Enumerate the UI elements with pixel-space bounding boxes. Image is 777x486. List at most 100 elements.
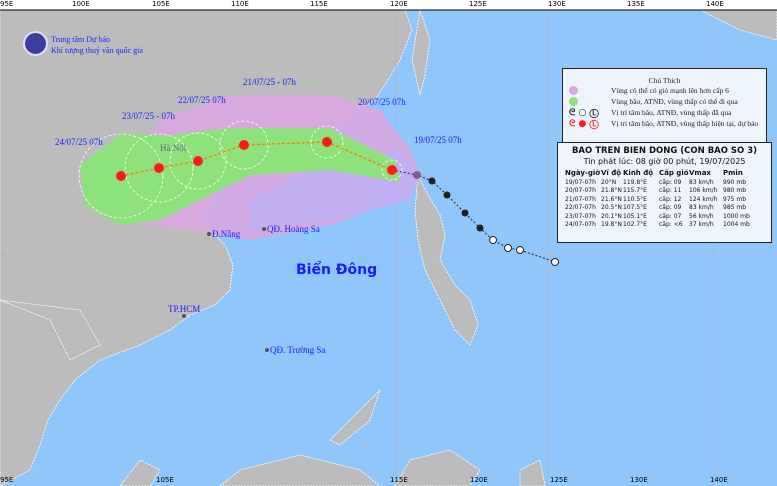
- table-cell: 21.6°N: [601, 195, 622, 203]
- purple-circle-icon: [569, 86, 578, 95]
- place-hcm: TP.HCM: [168, 304, 201, 314]
- table-cell: 119.8°E: [623, 178, 647, 186]
- table-cell: cấp: 12: [659, 195, 682, 203]
- table-cell: 105.1°E: [623, 212, 647, 220]
- table-cell: 124 km/h: [689, 195, 718, 203]
- place-bien-dong: Biển Đông: [296, 262, 378, 278]
- axis-top-label: 100E: [72, 0, 90, 8]
- table-cell: 20/07-07h: [565, 187, 596, 194]
- forecast-storm-icons: [116, 137, 397, 181]
- legend-title: Chú Thích: [648, 76, 681, 85]
- axis-top-label: 110E: [231, 0, 249, 8]
- legend-text: Vị trí tâm bão, ATNĐ, vùng thấp hiện tại…: [611, 119, 759, 128]
- axis-bottom-label: 130E: [630, 476, 648, 484]
- table-cell: 985 mb: [723, 204, 747, 211]
- table-cell: 20°N: [601, 178, 617, 186]
- black-storm-icons: ᘓ ○ Ⓛ: [569, 107, 599, 118]
- legend-item: Vùng bão, ATNĐ, vùng thấp có thể đi qua: [569, 96, 766, 107]
- table-cell: 56 km/h: [689, 212, 714, 220]
- axis-bottom-label: 125E: [550, 476, 568, 484]
- axis-bottom-label: 95E: [0, 476, 14, 484]
- track-label-19-07: 19/07/25 07h: [414, 135, 462, 145]
- track-label-24-07: 24/07/25 07h: [55, 137, 103, 147]
- agency-name-line2: Khí tượng thuỷ văn quốc gia: [51, 46, 143, 55]
- table-cell: 110.5°E: [623, 195, 647, 203]
- current-storm-icon: [387, 165, 397, 175]
- column-header: Kinh độ: [623, 169, 654, 177]
- red-storm-icons: ᘓ ● Ⓛ: [569, 118, 599, 129]
- axis-top-label: 125E: [469, 0, 487, 8]
- table-cell: 83 km/h: [689, 204, 714, 211]
- agency-name-line1: Trung tâm Dự báo: [51, 35, 110, 44]
- green-circle-icon: [569, 97, 578, 106]
- table-cell: 19.8°N: [601, 221, 622, 228]
- track-label-20-07: 20/07/25 07h: [358, 97, 406, 107]
- axis-bottom-label: 140E: [710, 476, 728, 484]
- storm-icon: [239, 140, 249, 150]
- legend-text: Vùng bão, ATNĐ, vùng thấp có thể đi qua: [611, 97, 738, 106]
- place-danang: Đ.Nẵng: [212, 229, 241, 239]
- forecast-track: [120, 141, 393, 177]
- table-cell: 1004 mb: [723, 221, 750, 228]
- table-cell: cấp: 09: [659, 204, 682, 211]
- table-cell: 990 mb: [723, 178, 747, 186]
- agency-logo: [23, 31, 48, 56]
- table-cell: 20.1°N: [601, 212, 622, 220]
- storm-risk-zone: [80, 128, 400, 225]
- past-track: [391, 169, 556, 263]
- legend-item: ᘓ ○ Ⓛ Vị trí tâm bão, ATNĐ, vùng thấp đã …: [569, 107, 766, 118]
- legend-text: Vùng có thể có gió mạnh lên hơn cấp 6: [611, 86, 729, 95]
- axis-bottom-label: 105E: [156, 476, 174, 484]
- table-cell: 106 km/h: [689, 187, 718, 194]
- table-cell: cấp: 09: [659, 178, 682, 186]
- table-cell: 22/07-07h: [565, 204, 596, 211]
- past-position-icons: [413, 171, 559, 266]
- low-pressure-icon: [116, 171, 126, 181]
- axis-top-label: 130E: [548, 0, 566, 8]
- legend-text: Vị trí tâm bão, ATNĐ, vùng thấp đã qua: [611, 108, 732, 117]
- column-header: Ngày-giờ: [565, 169, 601, 177]
- legend-item: Vùng có thể có gió mạnh lên hơn cấp 6: [569, 85, 766, 96]
- bulletin-issued: Tin phát lúc: 08 giờ 00 phút, 19/07/2025: [583, 157, 746, 166]
- axis-top-label: 140E: [706, 0, 724, 8]
- place-hanoi: Hà Nội: [160, 143, 187, 153]
- tropical-depression-icon: [154, 163, 164, 173]
- table-cell: 102.7°E: [623, 221, 647, 228]
- storm-icon: [193, 156, 203, 166]
- bulletin-title: BAO TREN BIEN DONG (CON BAO SO 3): [571, 146, 758, 156]
- axis-top-label: 120E: [390, 0, 408, 8]
- place-markers: [182, 227, 269, 352]
- bulletin-grid: Ngày-giờ Vĩ độ Kinh độ Cấp gió Vmax Pmin 19/07…: [565, 169, 771, 228]
- track-label-22-07: 22/07/25 07h: [178, 95, 226, 105]
- table-cell: 115.7°E: [623, 187, 647, 194]
- axis-top-label: 135E: [627, 0, 645, 8]
- place-hoangsa: QĐ. Hoàng Sa: [267, 224, 320, 234]
- track-label-23-07: 23/07/25 - 07h: [122, 111, 175, 121]
- column-header: Cấp gió: [659, 169, 689, 177]
- axis-top-label: 115E: [310, 0, 328, 8]
- column-header: Vĩ độ: [601, 169, 622, 177]
- legend: Chú Thích Vùng có thể có gió mạnh lên hơ…: [562, 68, 767, 144]
- table-cell: 1000 mb: [723, 212, 750, 220]
- column-header: Pmin: [723, 169, 743, 177]
- table-cell: cấp: 11: [659, 187, 682, 194]
- bulletin-table: BAO TREN BIEN DONG (CON BAO SO 3) Tin ph…: [557, 142, 772, 243]
- table-cell: 24/07-07h: [565, 221, 596, 228]
- track-label-21-07: 21/07/25 - 07h: [243, 77, 296, 87]
- table-cell: 37 km/h: [689, 221, 714, 228]
- axis-top-label: 105E: [152, 0, 170, 8]
- table-cell: 83 km/h: [689, 178, 714, 186]
- storm-icon: [322, 137, 332, 147]
- column-header: Vmax: [689, 169, 711, 177]
- axis-bottom-label: 120E: [470, 476, 488, 484]
- legend-item: ᘓ ● Ⓛ Vị trí tâm bão, ATNĐ, vùng thấp hiệ…: [569, 118, 766, 129]
- table-cell: 19/07-07h: [565, 178, 596, 186]
- table-cell: 23/07-07h: [565, 212, 596, 220]
- table-cell: 107.5°E: [623, 204, 647, 211]
- axis-top-label: 95E: [0, 0, 14, 8]
- table-cell: 975 mb: [723, 195, 747, 203]
- table-cell: 20.5°N: [601, 204, 622, 211]
- table-cell: 21/07-07h: [565, 195, 596, 203]
- uncertainty-circles: [78, 120, 403, 219]
- table-cell: 21.8°N: [601, 187, 622, 194]
